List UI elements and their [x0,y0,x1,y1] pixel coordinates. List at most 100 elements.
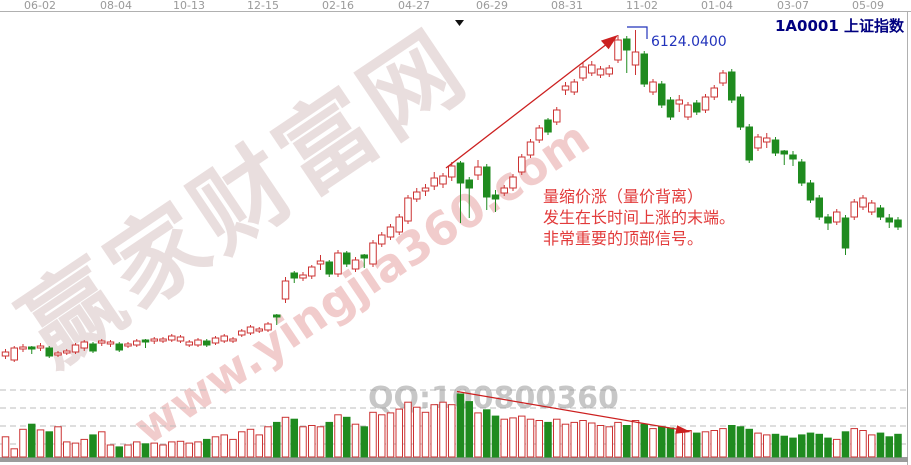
candle-down [28,346,36,350]
volume-bar [141,443,150,458]
candle-up [255,328,263,332]
candle-up [176,336,185,342]
x-axis-label: 08-31 [551,0,583,12]
volume-bar [220,434,228,458]
volume-decline-arrow-line [456,390,683,431]
volume-bar [649,428,657,458]
volume-bar [483,409,491,458]
candle-down [141,339,150,343]
candle-up [220,335,228,342]
volume-bar [693,432,701,458]
candle-down [640,53,648,85]
candle-up [710,87,718,98]
candle-down [894,219,902,228]
volume-bar [308,425,316,458]
candle-up [833,211,841,223]
volume-bar [351,423,360,458]
annotation-note-line: 量缩价涨（量价背离） [543,187,703,206]
volume-bar [640,423,648,458]
volume-bar [395,408,403,458]
candle-up [238,330,246,336]
volume-bar [658,426,666,458]
volume-bar [203,438,211,458]
candle-up [518,156,526,173]
candle-down [343,252,351,265]
candle-down [798,161,806,184]
candle-down [491,194,500,200]
volume-bar [413,406,421,458]
volume-bar [596,425,605,458]
volume-bar [334,414,342,458]
volume-bar [631,420,640,458]
candle-up [211,337,220,344]
x-axis-label: 08-04 [100,0,132,12]
x-axis-label: 05-09 [852,0,884,12]
volume-bar [19,428,27,458]
volume-bar [500,418,508,458]
volume-bar [168,441,176,458]
candle-up [596,68,605,76]
volume-bar [824,437,832,458]
candle-up [150,338,158,342]
volume-bar [238,431,246,458]
volume-bar [343,416,351,458]
candle-up [631,51,640,66]
volume-bar [518,415,526,458]
candle-up [859,197,867,208]
x-axis-label: 04-27 [398,0,430,12]
event-marker-triangle-icon [455,20,464,26]
volume-bar [421,411,430,458]
volume-series [1,393,902,458]
candle-down [745,126,753,161]
annotation-note-line: 非常重要的顶部信号。 [543,229,703,248]
uptrend-arrowhead-icon [600,35,618,50]
volume-bar [211,436,220,458]
annotation-note-line: 发生在长时间上涨的末端。 [543,208,735,227]
volume-bar [229,438,237,458]
volume-bar [666,427,675,458]
candle-up [54,352,62,356]
candle-down [824,216,832,224]
candle-up [395,216,403,233]
volume-bar [255,434,263,458]
candle-down [771,139,780,154]
volume-bar [404,401,412,458]
candle-up [308,266,316,277]
volume-bar [465,401,473,458]
candle-up [378,234,386,245]
volume-bar [150,442,158,458]
candle-down [806,182,815,201]
volume-bar [850,428,858,458]
candle-down [45,347,53,357]
volume-bar [509,417,517,458]
candle-down [456,162,465,184]
volume-bar [439,401,447,458]
volume-bar [833,438,841,458]
volume-bar [701,431,710,458]
volume-bar [614,421,622,458]
volume-bar [185,442,193,458]
volume-bar [710,430,718,458]
volume-bar [885,436,893,458]
candle-up [421,187,430,192]
volume-bar [588,422,596,458]
candle-up [19,346,27,350]
candle-up [299,274,307,279]
volume-bar [124,444,132,458]
volume-bar [98,431,106,458]
candle-up [526,141,535,156]
volume-bar [868,434,876,458]
volume-baseline-strip [0,457,908,462]
candle-up [229,338,237,342]
volume-bar [63,441,71,458]
candle-up [868,202,876,213]
candle-down [89,343,97,352]
candle-up [386,226,395,238]
candle-down [115,343,123,351]
volume-bar [448,404,456,458]
volume-bar [176,440,185,458]
volume-bar [115,446,123,458]
candle-up [185,341,193,346]
volume-bar [605,426,613,458]
